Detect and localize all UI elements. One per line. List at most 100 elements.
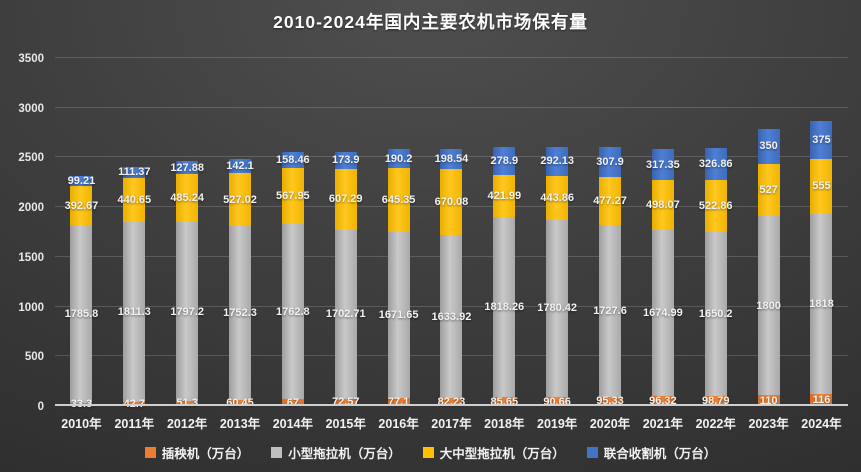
- chart-title: 2010-2024年国内主要农机市场保有量: [273, 12, 588, 32]
- data-label: 99.21: [67, 175, 96, 188]
- data-label: 607.29: [328, 193, 363, 206]
- bar-column: 198.54 670.08 1633.92 82.23: [425, 58, 478, 408]
- bar-segment-大中型拖拉机（万台）: 498.07: [646, 180, 680, 230]
- bar-segment-大中型拖拉机（万台）: 392.67: [65, 186, 98, 226]
- bar-segment-小型拖拉机（万台）: 1702.71: [326, 229, 366, 399]
- x-axis-tick-label: 2017年: [431, 417, 472, 431]
- bar-segment-小型拖拉机（万台）: 1633.92: [432, 235, 471, 398]
- bar-column: 111.37 440.65 1811.3 42.7: [108, 58, 161, 410]
- data-label: 292.13: [540, 155, 574, 168]
- bar-segment-小型拖拉机（万台）: 1671.65: [379, 232, 418, 399]
- data-label: 443.86: [540, 191, 574, 204]
- bar-2024年: 375 555 1818 116: [809, 121, 834, 407]
- data-label: 67: [286, 396, 299, 409]
- bar-segment-小型拖拉机（万台）: 1811.3: [118, 221, 151, 402]
- legend-swatch-插秧机（万台）: [144, 447, 156, 458]
- bar-2022年: 326.86 522.86 1650.2 98.79: [699, 147, 733, 407]
- bar-2021年: 317.35 498.07 1674.99 96.32: [643, 148, 683, 407]
- bar-column: 127.88 485.24 1797.2 51.3: [161, 58, 214, 409]
- bar-2016年: 190.2 645.35 1671.65 77.1: [379, 149, 418, 408]
- bar-segment-大中型拖拉机（万台）: 670.08: [435, 168, 468, 236]
- x-axis: 2010年 2011年 2012年 2013年 2014年 2015年 2016年 2017年…: [55, 413, 848, 432]
- x-axis-tick-label: 2015年: [325, 417, 366, 431]
- bar-segment-小型拖拉机（万台）: 1818.26: [484, 216, 524, 398]
- y-axis-tick-label: 3000: [18, 102, 44, 115]
- bar-2017年: 198.54 670.08 1633.92 82.23: [432, 149, 471, 408]
- data-label: 440.65: [117, 193, 152, 206]
- bar-2013年: 142.1 527.02 1752.3 60.45: [223, 159, 257, 409]
- bar-segment-大中型拖拉机（万台）: 443.86: [540, 175, 574, 220]
- data-label: 1650.2: [698, 308, 733, 321]
- legend-label: 插秧机（万台）: [161, 447, 250, 461]
- data-label: 127.88: [170, 161, 204, 174]
- bar-segment-联合收割机（万台）: 326.86: [699, 147, 733, 181]
- bar-segment-大中型拖拉机（万台）: 477.27: [593, 177, 627, 225]
- bar-column: 317.35 498.07 1674.99 96.32: [636, 58, 689, 407]
- bar-column: 326.86 522.86 1650.2 98.79: [689, 58, 742, 407]
- bar-segment-插秧机（万台）: 116: [810, 394, 833, 407]
- legend: 插秧机（万台） 小型拖拉机（万台） 大中型拖拉机（万台） 联合收割机（万台）: [0, 443, 861, 462]
- bar-segment-大中型拖拉机（万台）: 527.02: [223, 173, 257, 226]
- bar-2015年: 173.9 607.29 1702.71 72.57: [326, 151, 366, 409]
- data-label: 527: [759, 183, 778, 196]
- data-label: 198.54: [434, 152, 469, 165]
- data-label: 158.46: [276, 153, 310, 166]
- x-axis-tick-label: 2014年: [272, 417, 314, 431]
- y-axis-tick-label: 1500: [18, 251, 44, 264]
- bar-segment-大中型拖拉机（万台）: 567.95: [276, 167, 310, 225]
- bar-segment-联合收割机（万台）: 375: [810, 121, 833, 159]
- y-axis-tick-label: 2000: [18, 202, 44, 215]
- bar-segment-大中型拖拉机（万台）: 645.35: [382, 167, 415, 233]
- bar-segment-小型拖拉机（万台）: 1650.2: [699, 232, 733, 397]
- data-label: 1818: [809, 298, 834, 311]
- x-axis-tick-label: 2023年: [748, 417, 789, 431]
- bar-segment-插秧机（万台）: 42.7: [123, 398, 146, 410]
- legend-label: 大中型拖拉机（万台）: [439, 447, 565, 461]
- bar-segment-插秧机（万台）: 60.45: [226, 397, 254, 409]
- data-label: 1800: [756, 299, 781, 312]
- data-label: 555: [812, 180, 831, 193]
- gridline: [55, 57, 848, 58]
- data-label: 477.27: [593, 195, 627, 208]
- bar-segment-联合收割机（万台）: 173.9: [332, 151, 359, 170]
- data-label: 645.35: [381, 194, 416, 207]
- bar-segment-大中型拖拉机（万台）: 555: [810, 158, 833, 214]
- bar-segment-联合收割机（万台）: 99.21: [68, 175, 96, 187]
- x-axis-tick-label: 2013年: [219, 417, 261, 431]
- data-label: 111.37: [118, 166, 151, 179]
- bar-2019年: 292.13 443.86 1780.42 90.66: [537, 146, 577, 408]
- y-axis-tick-label: 2500: [18, 152, 44, 165]
- legend-item: 小型拖拉机（万台）: [271, 443, 401, 462]
- bar-segment-联合收割机（万台）: 198.54: [435, 149, 468, 169]
- data-label: 1762.8: [276, 305, 310, 318]
- bar-column: 173.9 607.29 1702.71 72.57: [319, 58, 372, 409]
- data-label: 51.3: [176, 397, 197, 409]
- data-label: 670.08: [434, 196, 469, 209]
- x-axis-line: [55, 404, 848, 406]
- legend-item: 插秧机（万台）: [144, 443, 250, 462]
- data-label: 72.57: [331, 396, 360, 409]
- legend-swatch-大中型拖拉机（万台）: [422, 447, 434, 458]
- data-label: 317.35: [646, 158, 680, 171]
- data-label: 1818.26: [484, 301, 525, 314]
- legend-item: 联合收割机（万台）: [586, 443, 716, 462]
- bar-segment-小型拖拉机（万台）: 1762.8: [276, 224, 310, 400]
- bar-segment-插秧机（万台）: 51.3: [176, 397, 199, 409]
- data-label: 350: [759, 140, 778, 153]
- bar-column: 278.9 421.99 1818.26 85.65: [478, 58, 531, 408]
- bar-segment-联合收割机（万台）: 142.1: [226, 159, 254, 174]
- data-label: 1633.92: [431, 310, 472, 323]
- legend-item: 大中型拖拉机（万台）: [422, 443, 565, 462]
- x-axis-tick-label: 2021年: [642, 417, 684, 431]
- x-axis-tick-label: 2018年: [484, 417, 525, 431]
- bar-segment-联合收割机（万台）: 317.35: [646, 148, 680, 181]
- data-label: 116: [812, 394, 831, 407]
- x-axis-tick-label: 2012年: [166, 417, 208, 431]
- data-label: 527.02: [223, 193, 257, 206]
- data-label: 485.24: [170, 192, 204, 205]
- y-axis-tick-label: 0: [37, 401, 44, 413]
- bar-segment-联合收割机（万台）: 127.88: [170, 161, 204, 174]
- data-label: 1780.42: [537, 302, 578, 315]
